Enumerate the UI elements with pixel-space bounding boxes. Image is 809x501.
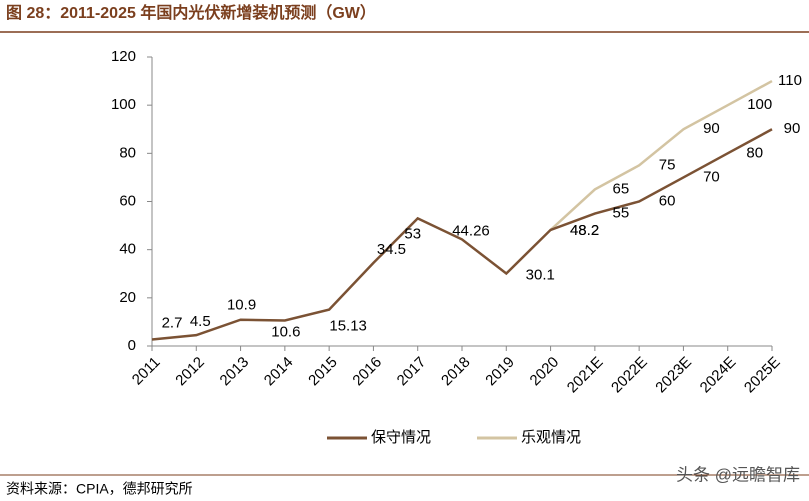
data-label: 48.2: [570, 222, 599, 239]
x-tick-label: 2013: [217, 354, 253, 390]
x-tick-label: 2017: [394, 354, 430, 390]
y-tick-label: 40: [119, 241, 136, 258]
chart-title: 图 28：2011-2025 年国内光伏新增装机预测（GW）: [6, 3, 376, 22]
data-label: 60: [659, 192, 676, 209]
data-label: 30.1: [526, 266, 555, 283]
data-label: 110: [778, 72, 802, 89]
y-tick-label: 60: [119, 192, 136, 209]
x-tick-label: 2014: [261, 354, 297, 390]
data-label: 90: [703, 120, 720, 137]
x-tick-label: 2020: [527, 354, 563, 390]
watermark: 头条 @远瞻智库: [676, 465, 800, 484]
data-label: 2.7: [162, 314, 183, 331]
data-label: 10.6: [271, 323, 300, 340]
data-label: 100: [747, 96, 772, 113]
x-tick-label: 2021E: [564, 354, 607, 397]
data-label: 65: [613, 180, 630, 197]
legend-label: 乐观情况: [521, 429, 581, 446]
data-label: 80: [746, 144, 763, 161]
x-tick-label: 2011: [129, 354, 164, 389]
x-tick-label: 2022E: [608, 354, 651, 397]
series-line: [151, 128, 773, 341]
data-label: 34.5: [377, 241, 406, 258]
data-label: 10.9: [227, 297, 256, 314]
data-label: 70: [703, 168, 720, 185]
y-tick-label: 120: [111, 48, 136, 65]
x-tick-label: 2025E: [741, 354, 784, 397]
data-label: 44.26: [452, 222, 490, 239]
x-tick-label: 2016: [349, 354, 385, 390]
y-tick-label: 100: [111, 96, 136, 113]
y-tick-label: 0: [128, 337, 136, 354]
source: 资料来源：CPIA，德邦研究所: [6, 481, 193, 497]
y-tick-label: 80: [119, 144, 136, 161]
data-label: 15.13: [329, 318, 367, 335]
data-label: 55: [613, 205, 630, 222]
x-tick-label: 2012: [172, 354, 208, 390]
data-label: 75: [659, 156, 676, 173]
legend-label: 保守情况: [371, 429, 431, 446]
x-tick-label: 2024E: [697, 354, 740, 397]
data-label: 90: [784, 120, 801, 137]
x-tick-label: 2023E: [652, 354, 695, 397]
data-label: 4.5: [190, 313, 211, 330]
series-line: [549, 79, 773, 231]
data-label: 48.2: [570, 222, 599, 239]
x-tick-label: 2019: [482, 354, 518, 390]
data-label: 53: [404, 225, 421, 242]
x-tick-label: 2018: [438, 354, 474, 390]
y-tick-label: 20: [119, 289, 136, 306]
x-tick-label: 2015: [305, 354, 341, 390]
